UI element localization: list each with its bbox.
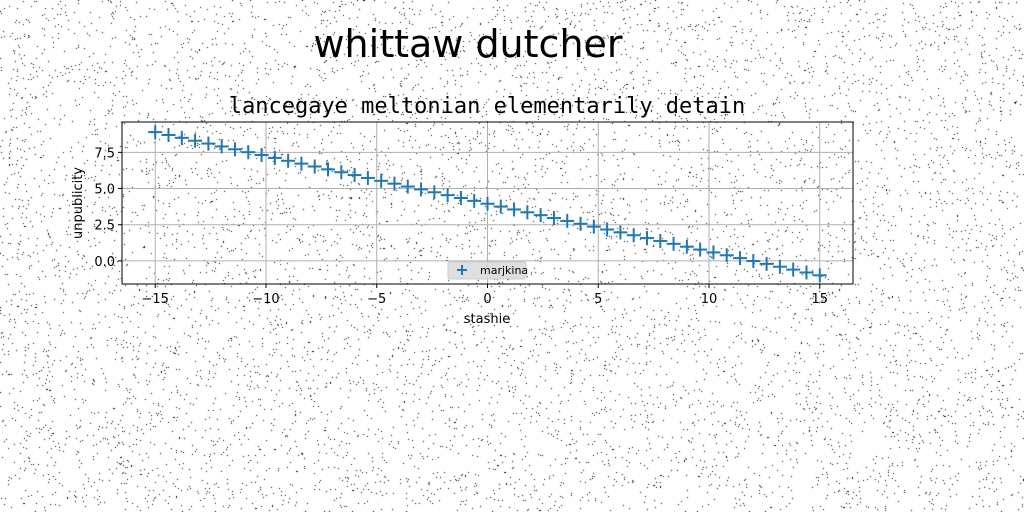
x-tick-label: 0 bbox=[483, 292, 491, 307]
data-point bbox=[573, 216, 588, 231]
data-point bbox=[546, 211, 561, 226]
series-marjkina bbox=[148, 125, 827, 283]
data-point bbox=[467, 193, 482, 208]
data-point bbox=[666, 236, 681, 251]
data-point bbox=[772, 259, 787, 274]
data-point bbox=[148, 125, 163, 140]
data-point bbox=[613, 225, 628, 240]
data-point bbox=[267, 150, 282, 165]
data-point bbox=[733, 251, 748, 266]
data-point bbox=[626, 228, 641, 243]
data-point bbox=[227, 142, 242, 157]
data-point bbox=[307, 159, 322, 174]
data-point bbox=[679, 239, 694, 254]
data-point bbox=[174, 130, 189, 145]
x-tick-label: −10 bbox=[252, 292, 279, 307]
data-point bbox=[453, 190, 468, 205]
data-point bbox=[347, 168, 362, 183]
y-axis-ticks: 0.0 2.5 5.0 7.5 bbox=[94, 146, 122, 270]
data-point bbox=[653, 233, 668, 248]
data-point bbox=[201, 136, 216, 151]
data-point bbox=[360, 170, 375, 185]
chart-title: lancegaye meltonian elementarily detain bbox=[229, 94, 746, 119]
data-point bbox=[374, 173, 389, 188]
y-axis-label: unpublicity bbox=[71, 167, 86, 239]
y-tick-label: 7.5 bbox=[94, 146, 115, 161]
data-point bbox=[480, 196, 495, 211]
data-point bbox=[520, 205, 535, 220]
data-point bbox=[706, 245, 721, 260]
data-point bbox=[387, 176, 402, 191]
data-point bbox=[639, 231, 654, 246]
data-point bbox=[281, 153, 296, 168]
data-point bbox=[812, 268, 827, 283]
data-point bbox=[719, 248, 734, 263]
data-point bbox=[241, 145, 256, 160]
data-point bbox=[321, 162, 336, 177]
data-point bbox=[507, 202, 522, 217]
data-point bbox=[161, 127, 176, 142]
x-axis-ticks: −15 −10 −5 0 5 10 15 bbox=[142, 284, 828, 307]
data-point bbox=[294, 156, 309, 171]
legend-entry-label: marjkina bbox=[480, 264, 528, 277]
figure-suptitle: whittaw dutcher bbox=[313, 22, 623, 66]
data-point bbox=[799, 265, 814, 280]
data-point bbox=[334, 165, 349, 180]
y-tick-label: 5.0 bbox=[94, 183, 115, 198]
data-point bbox=[533, 208, 548, 223]
legend-box bbox=[447, 261, 527, 280]
legend: marjkina bbox=[447, 261, 528, 280]
y-tick-label: 2.5 bbox=[94, 219, 115, 234]
data-point bbox=[786, 262, 801, 277]
data-point bbox=[440, 188, 455, 203]
data-point bbox=[400, 179, 415, 194]
data-point bbox=[254, 148, 269, 163]
data-point bbox=[560, 213, 575, 228]
x-tick-label: −5 bbox=[367, 292, 386, 307]
data-point bbox=[427, 185, 442, 200]
data-point bbox=[493, 199, 508, 214]
data-point bbox=[586, 219, 601, 234]
data-point bbox=[188, 133, 203, 148]
x-tick-label: 10 bbox=[701, 292, 718, 307]
data-point bbox=[759, 256, 774, 271]
y-tick-label: 0.0 bbox=[94, 255, 115, 270]
data-point bbox=[600, 222, 615, 237]
data-point bbox=[214, 139, 229, 154]
data-point bbox=[414, 182, 429, 197]
data-point bbox=[693, 242, 708, 257]
data-point bbox=[746, 254, 761, 269]
x-tick-label: −15 bbox=[142, 292, 169, 307]
x-axis-label: stashie bbox=[464, 312, 510, 327]
legend-marker-plus bbox=[457, 265, 467, 275]
x-tick-label: 5 bbox=[594, 292, 602, 307]
x-tick-label: 15 bbox=[811, 292, 828, 307]
